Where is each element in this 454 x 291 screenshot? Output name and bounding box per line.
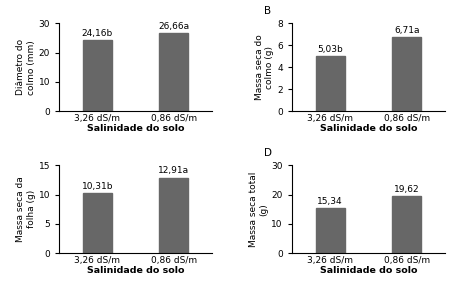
Bar xyxy=(83,193,112,253)
Bar xyxy=(392,196,421,253)
Bar xyxy=(392,38,421,111)
Bar xyxy=(159,178,188,253)
Y-axis label: Massa seca do
colmo (g): Massa seca do colmo (g) xyxy=(255,34,274,100)
Text: D: D xyxy=(264,148,272,158)
Y-axis label: Diâmetro do
colmo (mm): Diâmetro do colmo (mm) xyxy=(16,39,36,95)
Text: 19,62: 19,62 xyxy=(394,184,419,194)
Bar xyxy=(316,56,345,111)
Text: 26,66a: 26,66a xyxy=(158,22,189,31)
Text: 15,34: 15,34 xyxy=(317,197,343,206)
Text: 10,31b: 10,31b xyxy=(82,182,113,191)
X-axis label: Salinidade do solo: Salinidade do solo xyxy=(87,124,184,133)
X-axis label: Salinidade do solo: Salinidade do solo xyxy=(320,266,417,275)
Text: 6,71a: 6,71a xyxy=(394,26,419,35)
Bar xyxy=(159,33,188,111)
Text: 24,16b: 24,16b xyxy=(82,29,113,38)
Text: 12,91a: 12,91a xyxy=(158,166,189,175)
Text: 5,03b: 5,03b xyxy=(317,45,343,54)
X-axis label: Salinidade do solo: Salinidade do solo xyxy=(320,124,417,133)
X-axis label: Salinidade do solo: Salinidade do solo xyxy=(87,266,184,275)
Bar xyxy=(316,208,345,253)
Y-axis label: Massa seca total
(g): Massa seca total (g) xyxy=(249,172,268,247)
Text: B: B xyxy=(264,6,271,16)
Bar xyxy=(83,40,112,111)
Y-axis label: Massa seca da
folha (g): Massa seca da folha (g) xyxy=(16,176,36,242)
